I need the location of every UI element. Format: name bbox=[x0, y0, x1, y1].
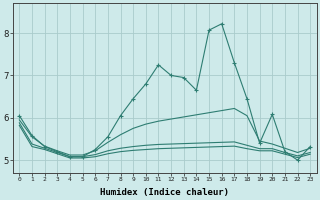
X-axis label: Humidex (Indice chaleur): Humidex (Indice chaleur) bbox=[100, 188, 229, 197]
